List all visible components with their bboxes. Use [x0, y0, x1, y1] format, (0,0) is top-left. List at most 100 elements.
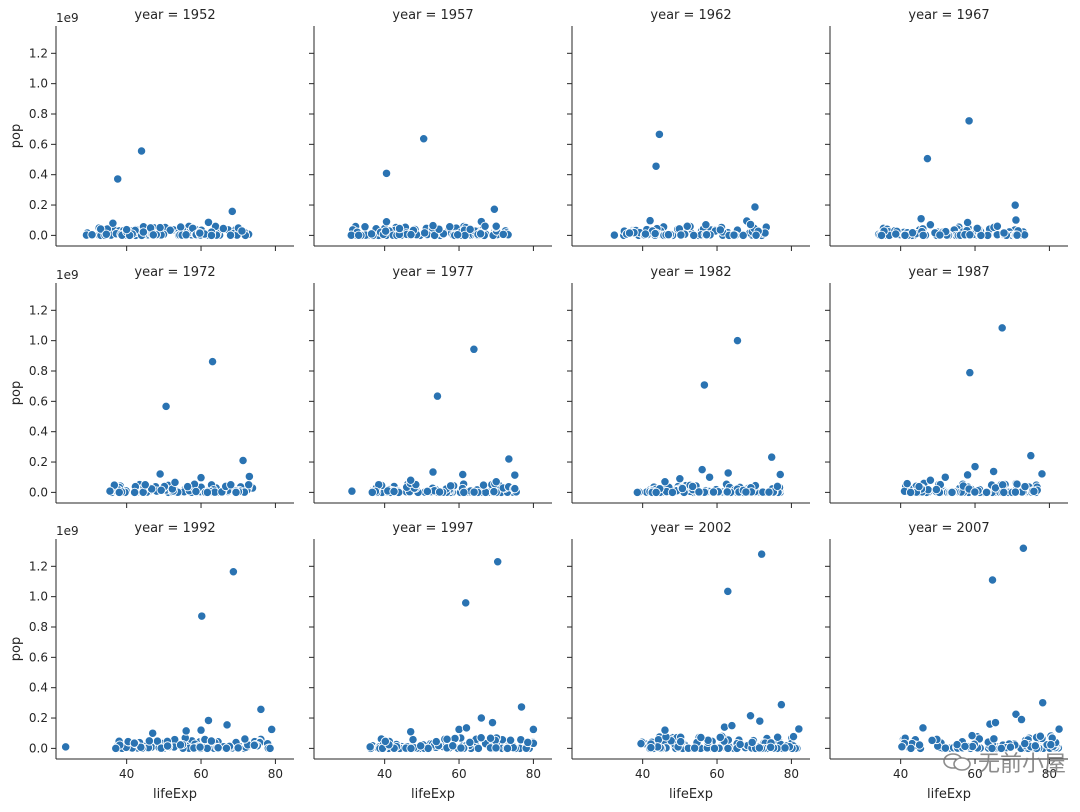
data-point: [767, 453, 775, 461]
data-point: [991, 718, 999, 726]
data-point: [244, 481, 252, 489]
facet-title: year = 1982: [650, 265, 731, 280]
data-point: [171, 478, 179, 486]
data-point: [208, 357, 216, 365]
data-point: [723, 488, 731, 496]
data-point: [988, 576, 996, 584]
data-point: [88, 231, 96, 239]
data-point: [432, 737, 440, 745]
data-point: [238, 227, 246, 235]
data-point: [752, 231, 760, 239]
data-point: [406, 476, 414, 484]
y-offset-label: 1e9: [56, 11, 79, 25]
y-tick-label: 1.0: [29, 334, 48, 348]
data-point: [765, 488, 773, 496]
data-point: [381, 227, 389, 235]
data-point: [625, 229, 633, 237]
y-tick-label: 0.0: [29, 485, 48, 499]
data-point: [198, 612, 206, 620]
data-point: [724, 587, 732, 595]
data-point: [447, 482, 455, 490]
data-point: [652, 488, 660, 496]
data-point: [435, 488, 443, 496]
data-point: [492, 222, 500, 230]
data-point: [700, 381, 708, 389]
data-point: [367, 230, 375, 238]
data-point: [115, 488, 123, 496]
data-point: [1013, 480, 1021, 488]
data-point: [877, 231, 885, 239]
facet-title: year = 1997: [392, 521, 473, 536]
data-point: [455, 725, 463, 733]
data-point: [781, 744, 789, 752]
data-point: [223, 721, 231, 729]
data-point: [716, 226, 724, 234]
data-point: [971, 488, 979, 496]
data-point: [139, 228, 147, 236]
watermark-text: 无前小屋: [978, 746, 1066, 778]
data-point: [266, 744, 274, 752]
x-axis-label: lifeExp: [927, 787, 971, 802]
data-point: [1011, 201, 1019, 209]
data-point: [176, 223, 184, 231]
x-tick-label: 80: [784, 767, 799, 781]
y-offset-label: 1e9: [56, 268, 79, 282]
x-tick-label: 40: [893, 767, 908, 781]
data-point: [529, 725, 537, 733]
data-point: [915, 741, 923, 749]
x-axis-label: lifeExp: [669, 787, 713, 802]
data-point: [429, 468, 437, 476]
chat-bubble-icon: [942, 751, 972, 773]
data-point: [1011, 488, 1019, 496]
data-point: [965, 117, 973, 125]
data-point: [466, 225, 474, 233]
data-point: [462, 599, 470, 607]
data-point: [416, 742, 424, 750]
data-point: [982, 488, 990, 496]
data-point: [229, 568, 237, 576]
data-point: [524, 738, 532, 746]
facet-title: year = 1952: [134, 8, 215, 23]
y-tick-label: 1.2: [29, 559, 48, 573]
x-tick-label: 40: [119, 767, 134, 781]
data-point: [936, 231, 944, 239]
facet-title: year = 2007: [908, 521, 989, 536]
data-point: [204, 716, 212, 724]
data-point: [490, 205, 498, 213]
y-tick-label: 0.0: [29, 741, 48, 755]
data-point: [348, 487, 356, 495]
data-point: [676, 475, 684, 483]
data-point: [149, 231, 157, 239]
data-point: [203, 488, 211, 496]
x-tick-label: 60: [709, 767, 724, 781]
data-point: [637, 739, 645, 747]
data-point: [486, 734, 494, 742]
data-point: [641, 230, 649, 238]
data-point: [1036, 732, 1044, 740]
data-point: [239, 456, 247, 464]
y-tick-label: 0.6: [29, 650, 48, 664]
data-point: [668, 488, 676, 496]
data-point: [492, 744, 500, 752]
data-point: [917, 214, 925, 222]
data-point: [234, 744, 242, 752]
data-point: [145, 737, 153, 745]
data-point: [963, 471, 971, 479]
data-point: [511, 471, 519, 479]
data-point: [928, 736, 936, 744]
data-point: [156, 470, 164, 478]
data-point: [109, 219, 117, 227]
data-point: [470, 345, 478, 353]
data-point: [709, 488, 717, 496]
data-point: [702, 221, 710, 229]
data-point: [733, 336, 741, 344]
y-tick-label: 0.6: [29, 137, 48, 151]
data-point: [773, 482, 781, 490]
data-point: [466, 738, 474, 746]
data-point: [354, 231, 362, 239]
data-point: [1017, 715, 1025, 723]
data-point: [901, 231, 909, 239]
data-point: [664, 230, 672, 238]
data-point: [429, 221, 437, 229]
y-tick-label: 1.2: [29, 46, 48, 60]
